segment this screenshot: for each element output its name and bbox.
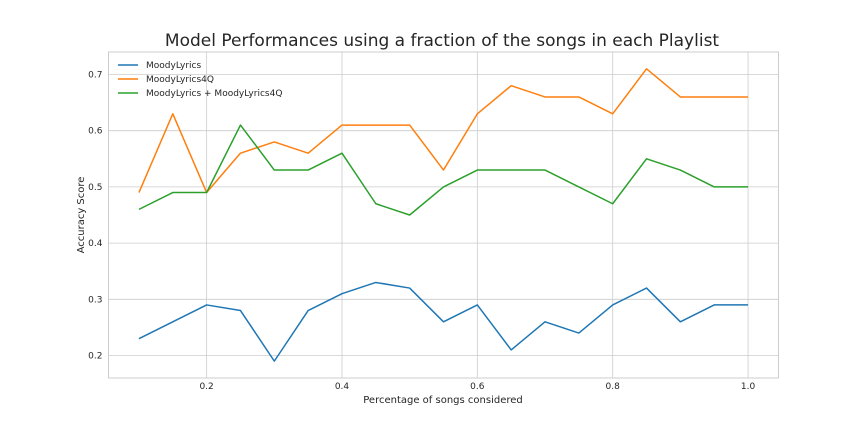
series-group: [138, 68, 749, 362]
series-line-moodylyrics4q: [138, 68, 749, 194]
chart-title: Model Performances using a fraction of t…: [165, 31, 720, 51]
x-tick-label: 1.0: [741, 382, 756, 392]
y-tick-label: 0.5: [88, 183, 102, 193]
y-tick-label: 0.7: [88, 70, 102, 80]
series-line-moodylyrics: [138, 281, 749, 362]
legend-label: MoodyLyrics: [146, 61, 201, 71]
y-tick-label: 0.6: [88, 127, 103, 137]
x-tick-labels: 0.2 0.4 0.6 0.8 1.0: [199, 382, 755, 392]
y-tick-label: 0.3: [88, 295, 102, 305]
legend-label: MoodyLyrics4Q: [146, 75, 214, 85]
legend: MoodyLyrics MoodyLyrics4Q MoodyLyrics + Mo…: [118, 61, 282, 99]
x-tick-label: 0.2: [199, 382, 213, 392]
x-tick-label: 0.4: [335, 382, 350, 392]
y-tick-label: 0.2: [88, 352, 102, 362]
x-tick-label: 0.8: [606, 382, 621, 392]
series-line-moodylyrics-moodylyrics4q: [138, 124, 749, 216]
y-axis-label: Accuracy Score: [76, 177, 87, 254]
legend-label: MoodyLyrics + MoodyLyrics4Q: [146, 89, 282, 99]
y-tick-label: 0.4: [88, 239, 103, 249]
grid: [108, 52, 779, 378]
y-tick-labels: 0.2 0.3 0.4 0.5 0.6 0.7: [88, 70, 103, 361]
x-axis-label: Percentage of songs considered: [363, 395, 523, 406]
x-tick-label: 0.6: [470, 382, 485, 392]
plot-frame: [108, 51, 779, 379]
